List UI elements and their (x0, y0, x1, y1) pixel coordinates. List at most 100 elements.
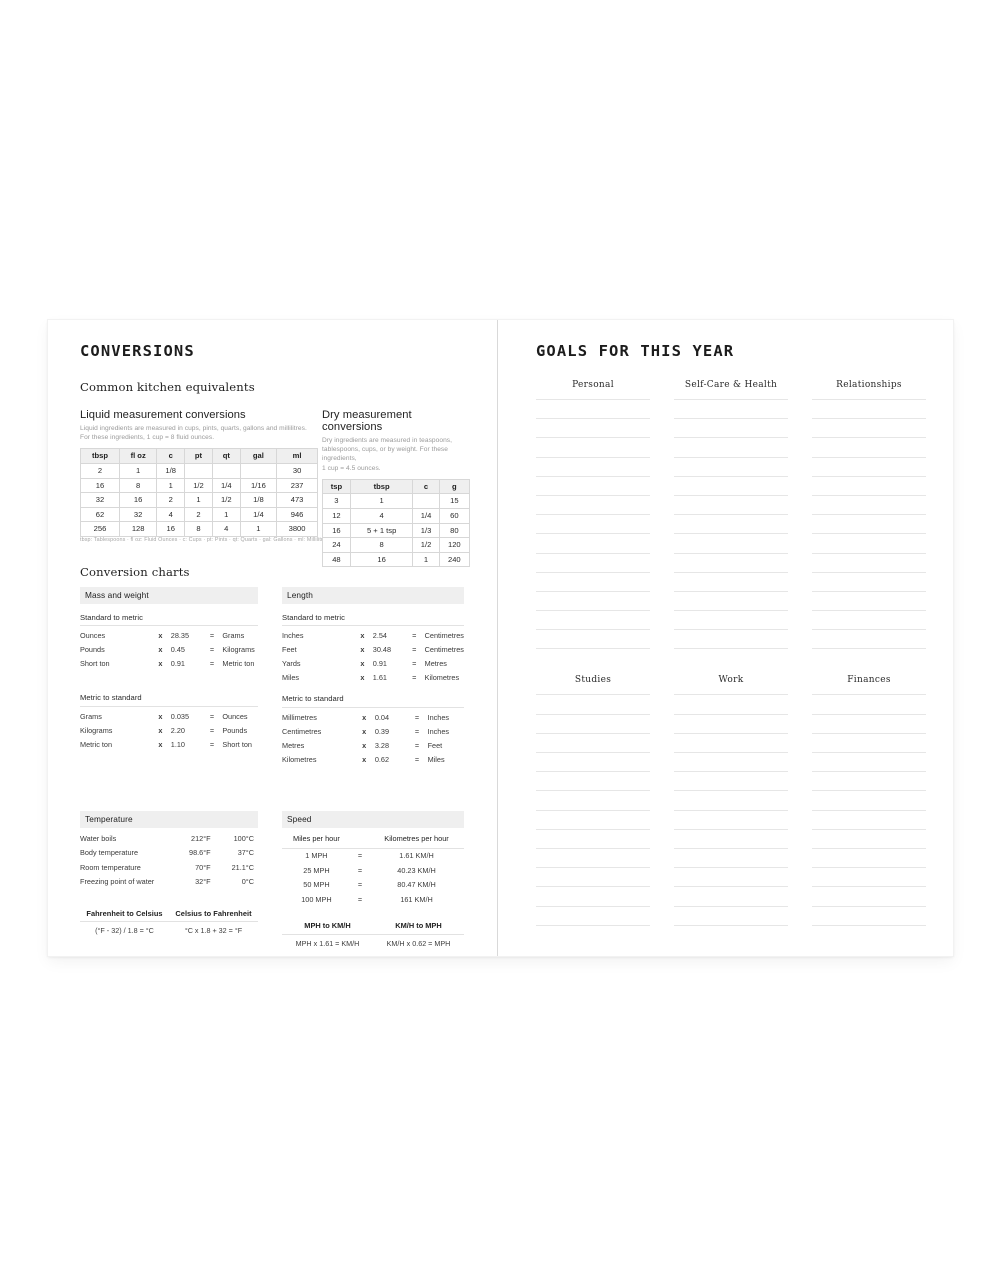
length-std-to-metric-table: Inches x 2.54 = Centimetres Feet x 30.48 = Centim… (282, 629, 464, 685)
goal-write-line[interactable] (812, 533, 926, 535)
goal-write-line[interactable] (536, 533, 650, 535)
goal-write-line[interactable] (674, 437, 788, 439)
goal-write-line[interactable] (674, 732, 788, 734)
goal-write-line[interactable] (536, 752, 650, 753)
goal-write-line[interactable] (674, 399, 788, 400)
goal-write-line[interactable] (812, 399, 926, 400)
goal-write-line[interactable] (812, 809, 926, 811)
liquid-subheading: Liquid measurement conversions (80, 409, 246, 421)
goal-write-line[interactable] (536, 867, 650, 869)
goal-write-line[interactable] (812, 590, 926, 592)
goal-write-line[interactable] (536, 771, 650, 773)
goal-write-line[interactable] (812, 790, 926, 792)
goal-write-line[interactable] (536, 648, 650, 650)
goal-write-line[interactable] (674, 752, 788, 753)
goal-write-line[interactable] (674, 867, 788, 869)
goal-write-line[interactable] (812, 771, 926, 773)
goal-write-line[interactable] (536, 475, 650, 477)
conv-body: Ounces x 28.35 = Grams Pounds x 0.45 = Kilograms S… (80, 629, 258, 671)
goal-write-line[interactable] (812, 456, 926, 458)
goal-write-line[interactable] (674, 790, 788, 792)
table-cell: 1 (184, 492, 213, 508)
goal-write-line[interactable] (674, 610, 788, 612)
conversion-cell: x (158, 739, 163, 749)
goal-write-line[interactable] (812, 629, 926, 631)
conv-body: Millimetres x 0.04 = Inches Centimetres x 0.39 =… (282, 711, 464, 767)
conversion-cell: 0.035 (170, 711, 190, 721)
goal-write-line[interactable] (812, 552, 926, 554)
speed-body: 1 MPH = 1.61 KM/H 25 MPH = 40.23 KM/H 50 MPH = 8… (282, 849, 464, 908)
goal-write-line[interactable] (812, 475, 926, 477)
goal-write-line[interactable] (674, 771, 788, 773)
goal-write-line[interactable] (536, 828, 650, 830)
goal-write-line[interactable] (812, 437, 926, 439)
goal-write-line[interactable] (812, 694, 926, 696)
goal-write-line[interactable] (536, 924, 650, 926)
goal-write-line[interactable] (812, 494, 926, 496)
goal-write-line[interactable] (674, 552, 788, 554)
goal-write-line[interactable] (674, 809, 788, 811)
goal-write-line[interactable] (536, 418, 650, 420)
goal-write-line[interactable] (536, 610, 650, 612)
goal-write-line[interactable] (812, 886, 926, 888)
goal-write-line[interactable] (536, 790, 650, 792)
goal-write-line[interactable] (536, 437, 650, 439)
length-metric-to-std-table: Millimetres x 0.04 = Inches Centimetres x 0.39 =… (282, 711, 464, 767)
goal-write-line[interactable] (674, 571, 788, 573)
kitchen-equivalents-columns: Liquid measurement conversions Liquid in… (79, 409, 471, 568)
goal-write-line[interactable] (812, 732, 926, 734)
goal-write-line[interactable] (536, 732, 650, 734)
goal-write-line[interactable] (812, 752, 926, 753)
goal-write-line[interactable] (674, 514, 788, 516)
goal-write-line[interactable] (812, 924, 926, 926)
goal-write-line[interactable] (536, 399, 650, 400)
goal-write-line[interactable] (674, 629, 788, 631)
goal-write-line[interactable] (812, 571, 926, 573)
conversion-cell: Kilometres (282, 754, 317, 764)
conversion-cell: Millimetres (282, 712, 317, 722)
goal-write-line[interactable] (674, 648, 788, 650)
table-cell: 4 (156, 506, 186, 523)
goal-write-line[interactable] (674, 847, 788, 849)
goal-write-line[interactable] (674, 713, 788, 715)
goal-write-line[interactable] (674, 590, 788, 592)
goal-write-line[interactable] (674, 924, 788, 926)
goal-write-line[interactable] (536, 629, 650, 631)
goal-write-line[interactable] (812, 648, 926, 650)
goal-write-line[interactable] (536, 713, 650, 715)
goal-write-line[interactable] (674, 694, 788, 696)
goal-write-line[interactable] (674, 905, 788, 907)
goal-write-line[interactable] (674, 475, 788, 477)
goal-write-line[interactable] (812, 713, 926, 715)
goal-write-line[interactable] (812, 610, 926, 612)
goal-write-line[interactable] (812, 905, 926, 907)
goal-write-line[interactable] (536, 514, 650, 516)
goal-write-line[interactable] (674, 886, 788, 888)
goal-write-line[interactable] (536, 809, 650, 811)
conversion-cell: 28.35 (170, 631, 190, 641)
goal-write-line[interactable] (536, 571, 650, 573)
temperature-cell: Freezing point of water (80, 877, 155, 887)
goal-write-line[interactable] (536, 494, 650, 496)
goal-write-line[interactable] (536, 847, 650, 849)
goal-write-line[interactable] (674, 418, 788, 420)
goal-write-line[interactable] (812, 418, 926, 420)
goal-write-line[interactable] (812, 828, 926, 830)
goal-write-line[interactable] (674, 533, 788, 535)
goal-write-line[interactable] (812, 514, 926, 516)
goal-write-line[interactable] (536, 552, 650, 554)
speed-table: Miles per hour Kilometres per hour 1 MPH… (282, 831, 464, 908)
goal-write-line[interactable] (536, 456, 650, 458)
goal-write-line[interactable] (674, 494, 788, 496)
conversion-cell: Metric ton (222, 659, 255, 669)
goal-write-line[interactable] (812, 847, 926, 849)
goal-write-line[interactable] (674, 828, 788, 830)
goal-write-line[interactable] (674, 456, 788, 458)
goal-write-line[interactable] (536, 694, 650, 696)
goal-write-line[interactable] (536, 905, 650, 907)
goal-write-line[interactable] (536, 886, 650, 888)
conversion-cell: 1.10 (170, 739, 185, 749)
goal-write-line[interactable] (536, 590, 650, 592)
goal-column-heading: Personal (572, 380, 614, 390)
goal-write-line[interactable] (812, 867, 926, 869)
